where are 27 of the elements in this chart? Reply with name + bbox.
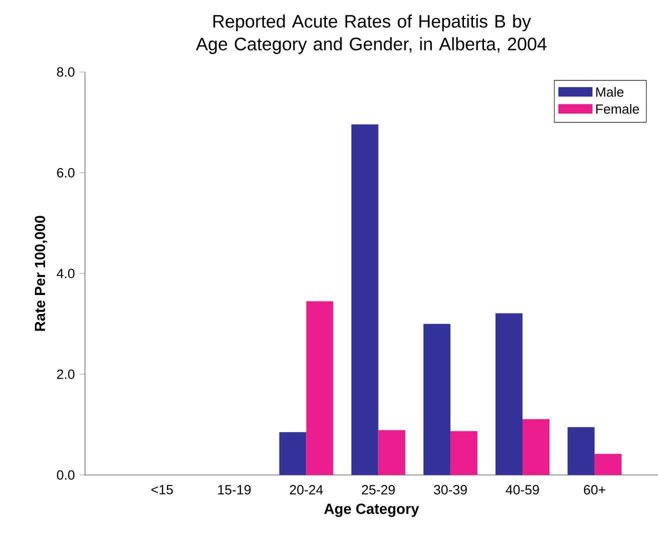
x-tick-label: 20-24 xyxy=(290,485,323,494)
y-tick-label: 2.0 xyxy=(57,370,74,379)
bar xyxy=(351,124,378,475)
x-tick-label: 60+ xyxy=(584,485,606,494)
x-tick-label: 25-29 xyxy=(362,485,395,494)
legend-label: Male xyxy=(596,86,624,97)
x-tick-label: 15-19 xyxy=(218,485,251,494)
bar xyxy=(496,313,522,475)
x-tick-label: 30-39 xyxy=(434,485,467,494)
bar xyxy=(522,419,550,475)
bar xyxy=(423,324,450,475)
legend-label: Female xyxy=(596,104,640,114)
bar xyxy=(450,431,478,475)
y-tick-label: 0.0 xyxy=(56,470,74,480)
x-tick-label: <15 xyxy=(151,485,173,494)
x-axis-title: Age Category xyxy=(324,504,420,517)
y-tick-label: 4.0 xyxy=(56,268,74,278)
chart-title: Reported Acute Rates of Hepatitis B by Age Category and Gender, in Alberta, 2004 xyxy=(196,14,547,54)
bar xyxy=(568,427,595,475)
bar xyxy=(378,430,406,475)
y-tick-label: 6.0 xyxy=(57,168,74,178)
bar xyxy=(594,454,622,475)
bar xyxy=(306,301,334,475)
y-tick-label: 8.0 xyxy=(57,67,74,77)
x-tick-label: 40-59 xyxy=(506,485,539,494)
bar xyxy=(279,432,306,475)
y-axis-title: Rate Per 100,000 xyxy=(34,216,48,331)
